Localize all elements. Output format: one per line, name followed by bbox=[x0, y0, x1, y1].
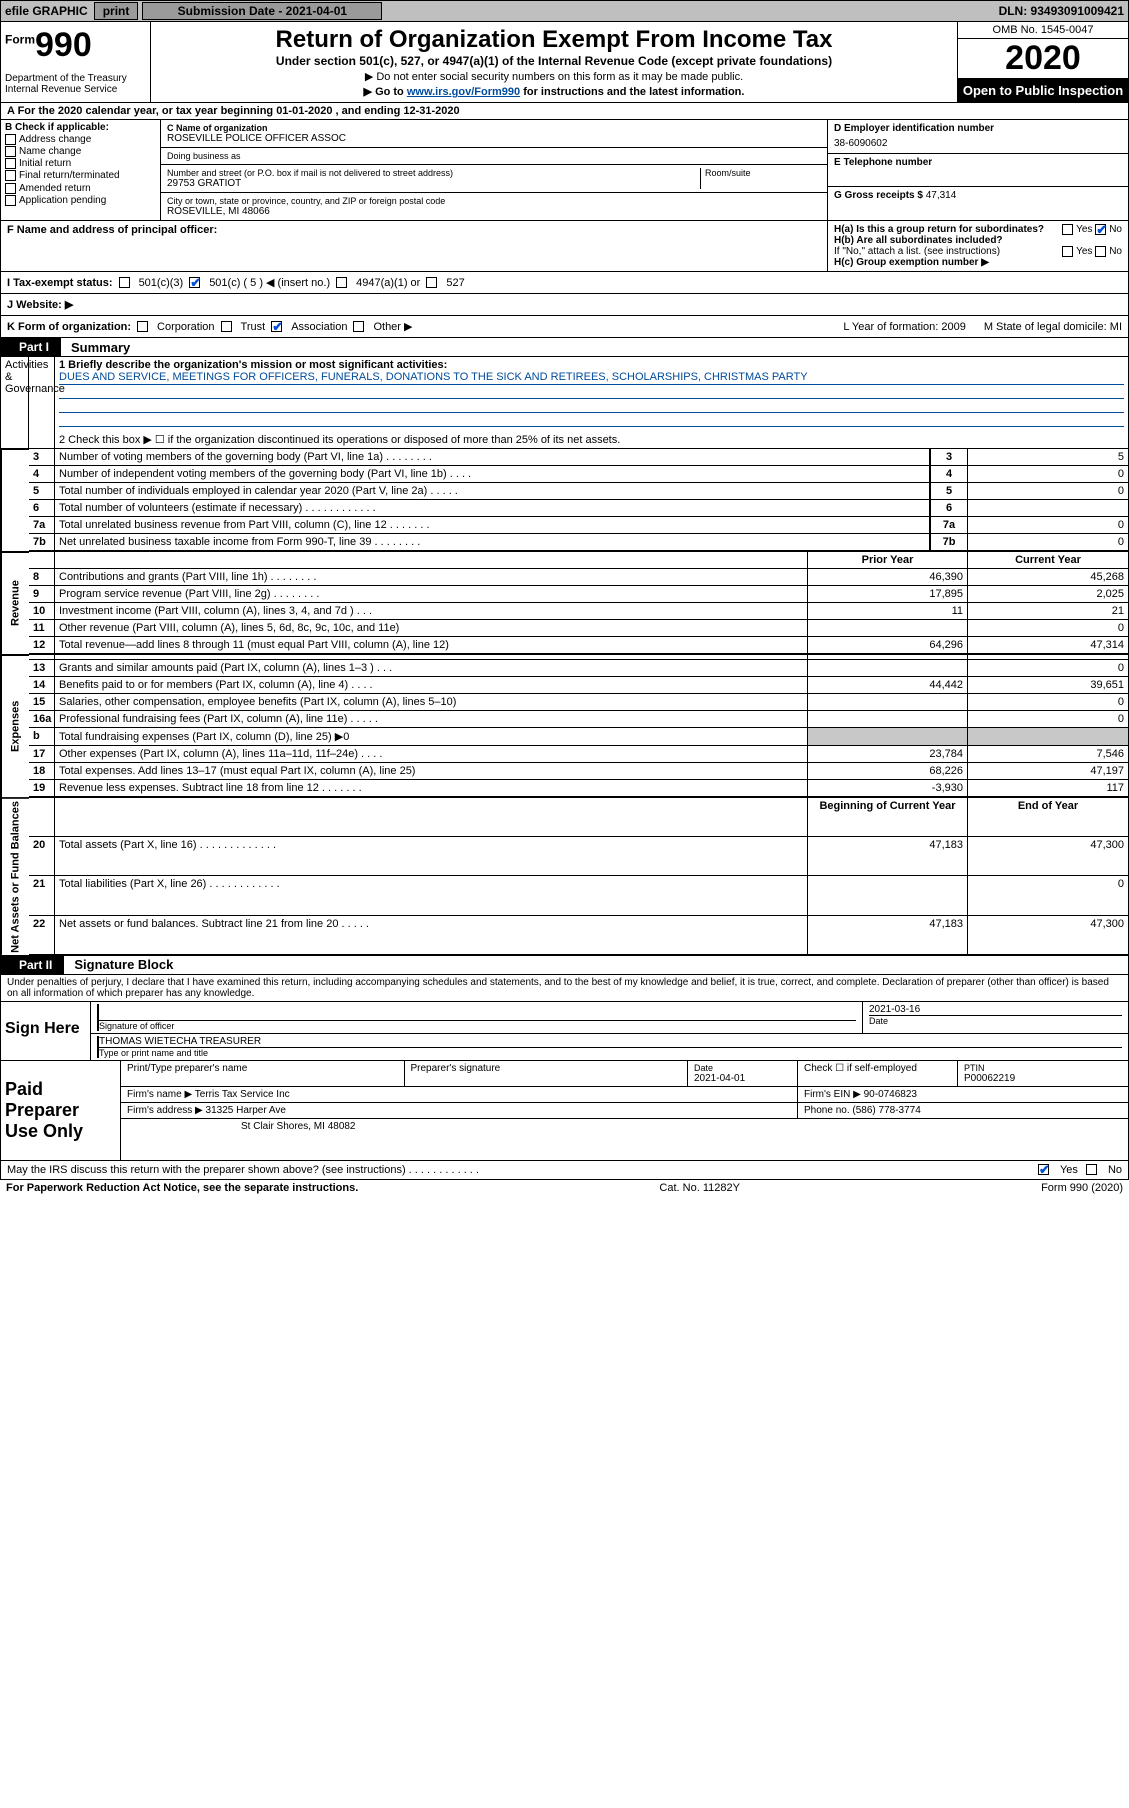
org-name: ROSEVILLE POLICE OFFICER ASSOC bbox=[167, 133, 821, 144]
mission-text: DUES AND SERVICE, MEETINGS FOR OFFICERS,… bbox=[59, 371, 1124, 385]
firm-phone: (586) 778-3774 bbox=[852, 1105, 920, 1116]
form-990-logo: Form990 bbox=[1, 22, 150, 69]
form-title: Return of Organization Exempt From Incom… bbox=[157, 26, 951, 54]
h-c-group-exemption: H(c) Group exemption number ▶ bbox=[834, 257, 1122, 268]
footer-paperwork: For Paperwork Reduction Act Notice, see … bbox=[6, 1182, 358, 1194]
part-i-netassets-rows: Net Assets or Fund BalancesBeginning of … bbox=[0, 798, 1129, 956]
dept-treasury: Department of the Treasury Internal Reve… bbox=[1, 69, 150, 99]
year-formation: L Year of formation: 2009 bbox=[843, 321, 966, 333]
paid-preparer-block: Paid Preparer Use Only Print/Type prepar… bbox=[0, 1061, 1129, 1161]
omb-number: OMB No. 1545-0047 bbox=[958, 22, 1128, 39]
ein-value: 38-6090602 bbox=[834, 138, 1122, 149]
cb-amended[interactable]: Amended return bbox=[5, 183, 156, 194]
cb-other[interactable] bbox=[353, 321, 364, 332]
officer-name: THOMAS WIETECHA TREASURER bbox=[99, 1036, 1122, 1047]
cb-association-checked bbox=[271, 321, 282, 332]
section-d-g: D Employer identification number 38-6090… bbox=[828, 120, 1128, 220]
tax-year: 2020 bbox=[958, 39, 1128, 79]
form-note-link: ▶ Go to www.irs.gov/Form990 for instruct… bbox=[157, 85, 951, 98]
section-i-tax-status: I Tax-exempt status: 501(c)(3) 501(c) ( … bbox=[0, 272, 1129, 294]
cb-4947[interactable] bbox=[336, 277, 347, 288]
efile-topbar: efile GRAPHIC print Submission Date - 20… bbox=[0, 0, 1129, 22]
sign-here-label: Sign Here bbox=[1, 1002, 91, 1060]
firm-address: 31325 Harper Ave bbox=[206, 1105, 286, 1116]
firm-ein: 90-0746823 bbox=[864, 1089, 917, 1100]
line-1-label: 1 Briefly describe the organization's mi… bbox=[59, 359, 1124, 371]
open-to-public: Open to Public Inspection bbox=[958, 79, 1128, 102]
footer-catno: Cat. No. 11282Y bbox=[659, 1182, 740, 1194]
cb-final-return[interactable]: Final return/terminated bbox=[5, 170, 156, 181]
paid-preparer-label: Paid Preparer Use Only bbox=[1, 1061, 121, 1160]
perjury-statement: Under penalties of perjury, I declare th… bbox=[0, 975, 1129, 1002]
header-info-grid: B Check if applicable: Address change Na… bbox=[0, 120, 1129, 221]
cb-app-pending[interactable]: Application pending bbox=[5, 195, 156, 206]
cb-address-change[interactable]: Address change bbox=[5, 134, 156, 145]
page-footer: For Paperwork Reduction Act Notice, see … bbox=[0, 1180, 1129, 1196]
cb-name-change[interactable]: Name change bbox=[5, 146, 156, 157]
firm-name: Terris Tax Service Inc bbox=[195, 1089, 290, 1100]
preparer-self-employed: Check ☐ if self-employed bbox=[798, 1061, 958, 1086]
preparer-date: 2021-04-01 bbox=[694, 1073, 791, 1084]
section-c-name-address: C Name of organization ROSEVILLE POLICE … bbox=[161, 120, 828, 220]
sign-here-block: Sign Here Signature of officer 2021-03-1… bbox=[0, 1002, 1129, 1061]
irs-discuss-row: May the IRS discuss this return with the… bbox=[0, 1161, 1129, 1180]
section-a-tax-year: A For the 2020 calendar year, or tax yea… bbox=[0, 103, 1129, 120]
section-k-form-org: K Form of organization: Corporation Trus… bbox=[0, 316, 1129, 338]
officer-sign-date: 2021-03-16 bbox=[869, 1004, 1122, 1015]
org-street: 29753 GRATIOT bbox=[167, 178, 696, 189]
print-button[interactable]: print bbox=[94, 2, 139, 20]
firm-city: St Clair Shores, MI 48082 bbox=[121, 1119, 1128, 1134]
preparer-name-label: Print/Type preparer's name bbox=[127, 1063, 398, 1074]
vlabel-activities-governance: Activities & Governance bbox=[1, 357, 29, 448]
part-i-ag-rows: 3Number of voting members of the governi… bbox=[0, 449, 1129, 552]
cb-501c-checked bbox=[189, 277, 200, 288]
principal-officer-label: F Name and address of principal officer: bbox=[7, 224, 217, 236]
cb-527[interactable] bbox=[426, 277, 437, 288]
h-a-no-checked bbox=[1095, 224, 1106, 235]
section-j-website: J Website: ▶ bbox=[0, 294, 1129, 316]
part-i-lines-1-2: Activities & Governance 1 Briefly descri… bbox=[0, 357, 1129, 449]
form-header: Form990 Department of the Treasury Inter… bbox=[0, 22, 1129, 103]
dln-label: DLN: 93493091009421 bbox=[995, 4, 1128, 18]
form-note-ssn: ▶ Do not enter social security numbers o… bbox=[157, 70, 951, 83]
efile-label: efile GRAPHIC bbox=[1, 4, 92, 18]
line-2-check: 2 Check this box ▶ ☐ if the organization… bbox=[59, 433, 1124, 446]
preparer-sig-label: Preparer's signature bbox=[411, 1063, 682, 1074]
org-city: ROSEVILLE, MI 48066 bbox=[167, 206, 821, 217]
gross-receipts: 47,314 bbox=[926, 190, 957, 201]
section-f-h: F Name and address of principal officer:… bbox=[0, 221, 1129, 272]
irs-discuss-no[interactable] bbox=[1086, 1164, 1097, 1175]
irs-form990-link[interactable]: www.irs.gov/Form990 bbox=[407, 86, 520, 98]
state-domicile: M State of legal domicile: MI bbox=[984, 321, 1122, 333]
part-i-revenue-rows: RevenuePrior YearCurrent Year8Contributi… bbox=[0, 552, 1129, 655]
submission-date: Submission Date - 2021-04-01 bbox=[142, 2, 382, 20]
part-i-bar: Part I Summary bbox=[0, 338, 1129, 357]
form-subtitle: Under section 501(c), 527, or 4947(a)(1)… bbox=[157, 54, 951, 68]
signature-of-officer-label: Signature of officer bbox=[99, 1020, 856, 1031]
cb-corp[interactable] bbox=[137, 321, 148, 332]
cb-trust[interactable] bbox=[221, 321, 232, 332]
irs-discuss-yes-checked bbox=[1038, 1164, 1049, 1175]
part-i-expense-rows: Expenses13Grants and similar amounts pai… bbox=[0, 655, 1129, 798]
cb-initial-return[interactable]: Initial return bbox=[5, 158, 156, 169]
cb-501c3[interactable] bbox=[119, 277, 130, 288]
ptin: P00062219 bbox=[964, 1073, 1122, 1084]
part-ii-bar: Part II Signature Block bbox=[0, 956, 1129, 975]
footer-form: Form 990 (2020) bbox=[1041, 1182, 1123, 1194]
section-b-checkboxes: B Check if applicable: Address change Na… bbox=[1, 120, 161, 220]
section-h: H(a) Is this a group return for subordin… bbox=[828, 221, 1128, 271]
